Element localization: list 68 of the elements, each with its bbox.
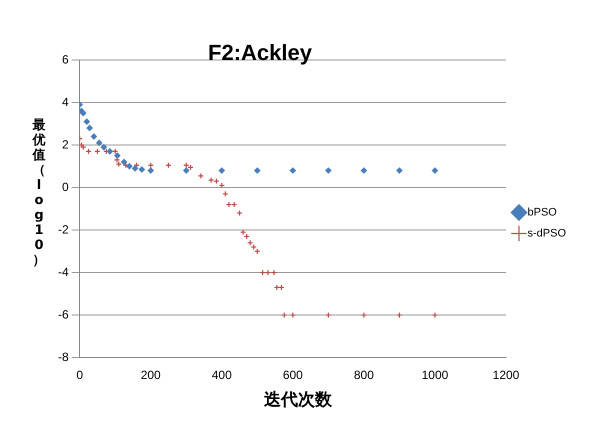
legend-label: bPSO (527, 206, 558, 219)
x-tick-label: 600 (282, 368, 304, 382)
y-tick-label: -2 (58, 222, 69, 236)
point (86, 124, 93, 132)
point (112, 148, 118, 155)
chart-title: F2:Ackley (208, 40, 312, 65)
y-tick-label: 6 (62, 52, 69, 66)
point (148, 167, 154, 174)
point (126, 163, 133, 170)
point (187, 164, 194, 170)
point (360, 312, 367, 318)
x-tick-label: 1200 (492, 368, 520, 382)
point (290, 312, 296, 318)
point (94, 148, 101, 155)
point (432, 167, 438, 174)
point (226, 201, 232, 208)
point (90, 133, 97, 140)
point (264, 269, 272, 276)
point (218, 182, 225, 189)
y-tick-label: 4 (62, 94, 69, 109)
y-tick-label: 2 (62, 137, 69, 152)
point (325, 312, 332, 318)
point (325, 167, 332, 174)
x-tick-label: 400 (212, 368, 232, 382)
point (236, 210, 243, 216)
point (231, 201, 238, 208)
point (274, 284, 280, 291)
point (360, 167, 367, 174)
point (432, 312, 438, 318)
point (396, 312, 403, 318)
point (106, 148, 113, 155)
point (222, 190, 228, 198)
x-tick-label: 200 (140, 368, 162, 382)
point (278, 284, 285, 291)
point (84, 118, 90, 125)
point (250, 244, 257, 250)
point (254, 167, 260, 174)
x-tick-label: 0 (76, 368, 84, 382)
point (96, 140, 102, 146)
y-tick-label: -4 (58, 264, 69, 279)
point (114, 152, 120, 159)
point (198, 172, 204, 179)
point (290, 167, 296, 174)
text: 最优值（log10） (32, 118, 46, 268)
y-tick-label: -8 (58, 350, 69, 364)
point (80, 110, 86, 116)
point (132, 165, 138, 172)
legend-label: s-dPSO (527, 228, 566, 240)
y-tick-label: -6 (58, 307, 69, 322)
point (133, 162, 140, 168)
point (165, 162, 172, 168)
point (100, 144, 107, 150)
point (218, 167, 225, 174)
point (396, 167, 403, 174)
point (114, 156, 120, 164)
x-tick-label: 800 (354, 368, 374, 382)
y-tick-label: 0 (62, 180, 69, 194)
x-tick-label: 1000 (422, 368, 449, 382)
point (260, 269, 266, 276)
point (244, 233, 250, 240)
point (281, 312, 288, 318)
point (120, 158, 128, 166)
point (138, 166, 145, 173)
x-axis-title: 迭代次数 (263, 389, 333, 411)
point (148, 162, 154, 168)
point (85, 148, 92, 155)
point (270, 269, 278, 276)
point (183, 167, 190, 174)
